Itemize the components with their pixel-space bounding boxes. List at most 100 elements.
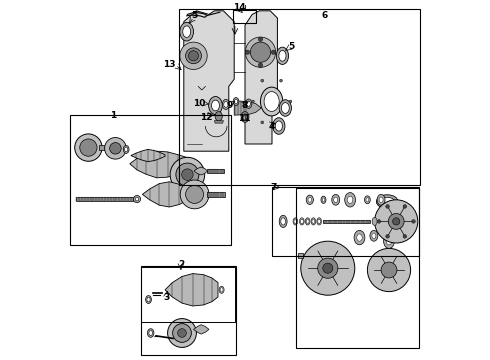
Circle shape: [104, 138, 126, 159]
Circle shape: [403, 235, 407, 238]
Ellipse shape: [334, 197, 338, 202]
Ellipse shape: [212, 100, 220, 111]
Polygon shape: [131, 149, 165, 162]
Circle shape: [110, 143, 121, 154]
Circle shape: [323, 263, 333, 273]
Ellipse shape: [275, 121, 282, 131]
Circle shape: [180, 180, 209, 209]
Bar: [298, 253, 303, 258]
Circle shape: [388, 213, 404, 229]
Circle shape: [80, 139, 97, 156]
Ellipse shape: [241, 112, 249, 122]
Bar: [207, 192, 225, 197]
Text: 1: 1: [110, 112, 117, 120]
Circle shape: [258, 37, 263, 41]
Ellipse shape: [233, 98, 239, 105]
Circle shape: [74, 134, 102, 161]
Circle shape: [251, 100, 254, 103]
Ellipse shape: [146, 296, 151, 303]
Ellipse shape: [245, 99, 252, 108]
Ellipse shape: [279, 215, 287, 228]
Circle shape: [250, 42, 270, 62]
Circle shape: [182, 169, 193, 180]
Circle shape: [180, 42, 207, 69]
Ellipse shape: [264, 92, 279, 112]
Circle shape: [280, 79, 282, 82]
Circle shape: [374, 200, 418, 243]
Polygon shape: [130, 151, 193, 178]
Ellipse shape: [380, 197, 394, 206]
Text: 5: 5: [191, 12, 197, 21]
Ellipse shape: [311, 218, 316, 225]
Circle shape: [289, 100, 292, 103]
Ellipse shape: [234, 99, 238, 104]
Ellipse shape: [135, 197, 139, 201]
Ellipse shape: [133, 195, 141, 203]
Ellipse shape: [294, 219, 297, 224]
Text: 12: 12: [200, 112, 213, 122]
Ellipse shape: [370, 230, 378, 241]
Ellipse shape: [357, 234, 362, 241]
Circle shape: [392, 218, 400, 225]
Ellipse shape: [276, 47, 289, 64]
Ellipse shape: [183, 26, 191, 37]
Bar: [207, 169, 224, 173]
Ellipse shape: [332, 194, 340, 205]
Circle shape: [186, 48, 201, 64]
Ellipse shape: [306, 219, 309, 224]
Text: 8: 8: [241, 101, 247, 110]
Text: 13: 13: [163, 60, 175, 69]
Polygon shape: [234, 101, 261, 115]
Ellipse shape: [377, 194, 385, 205]
Ellipse shape: [386, 238, 392, 245]
Polygon shape: [165, 274, 218, 306]
Circle shape: [170, 157, 205, 192]
Circle shape: [178, 329, 186, 337]
Ellipse shape: [293, 218, 298, 225]
Polygon shape: [245, 11, 277, 144]
Bar: [76, 197, 133, 201]
Ellipse shape: [318, 219, 320, 224]
Text: 10: 10: [194, 99, 206, 108]
Circle shape: [412, 220, 416, 223]
Polygon shape: [184, 11, 234, 151]
Ellipse shape: [312, 219, 315, 224]
Ellipse shape: [281, 218, 286, 225]
Ellipse shape: [354, 230, 365, 245]
Ellipse shape: [180, 22, 194, 41]
Bar: [99, 145, 110, 150]
Ellipse shape: [384, 234, 394, 248]
Ellipse shape: [215, 112, 222, 121]
Polygon shape: [194, 325, 209, 334]
Ellipse shape: [219, 286, 224, 293]
Circle shape: [377, 220, 381, 223]
Circle shape: [245, 37, 275, 67]
Ellipse shape: [379, 197, 383, 202]
Circle shape: [261, 79, 264, 82]
Circle shape: [168, 319, 196, 347]
Ellipse shape: [247, 101, 250, 107]
Ellipse shape: [347, 196, 353, 203]
Circle shape: [189, 51, 198, 61]
Ellipse shape: [147, 297, 150, 302]
Ellipse shape: [305, 218, 310, 225]
Circle shape: [403, 204, 407, 208]
Circle shape: [318, 258, 338, 278]
Ellipse shape: [224, 102, 228, 107]
Circle shape: [245, 50, 250, 54]
Circle shape: [186, 185, 204, 203]
Text: 7: 7: [270, 183, 276, 192]
Ellipse shape: [372, 233, 376, 239]
Ellipse shape: [365, 196, 370, 204]
Circle shape: [176, 163, 199, 186]
Ellipse shape: [124, 147, 128, 152]
Ellipse shape: [149, 330, 152, 336]
Circle shape: [301, 241, 355, 295]
Ellipse shape: [345, 193, 356, 207]
Ellipse shape: [322, 198, 325, 202]
Ellipse shape: [123, 145, 129, 153]
Text: 6: 6: [322, 12, 328, 21]
Circle shape: [172, 324, 192, 342]
Ellipse shape: [209, 96, 222, 114]
Text: 2: 2: [178, 261, 184, 269]
